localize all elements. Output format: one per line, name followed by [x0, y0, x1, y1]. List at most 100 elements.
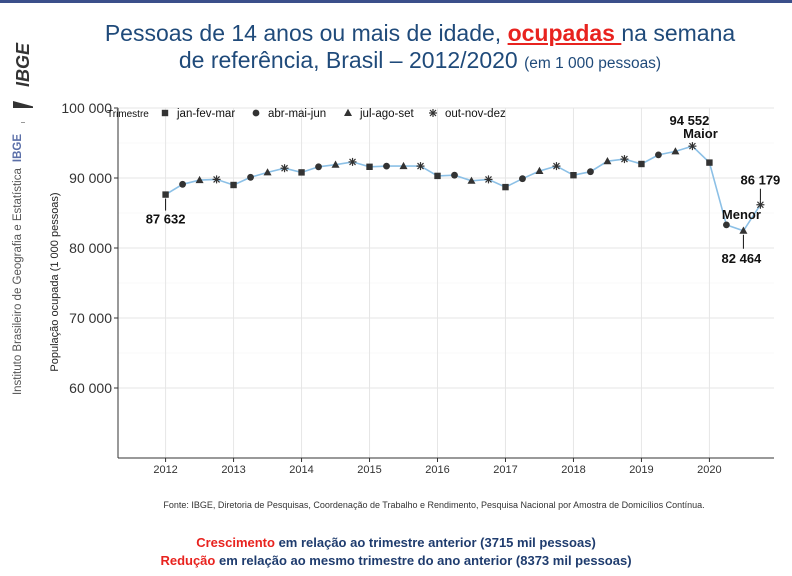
footer-reduction: Redução em relação ao mesmo trimestre do… [0, 553, 792, 568]
page-title: Pessoas de 14 anos ou mais de idade, ocu… [60, 20, 780, 77]
sidebar-divider [21, 122, 25, 123]
source-note: Fonte: IBGE, Diretoria de Pesquisas, Coo… [163, 500, 704, 510]
annotation-first-value: 87 632 [146, 212, 186, 227]
data-point [366, 163, 373, 170]
x-tick-label: 2015 [357, 464, 381, 476]
data-point [195, 175, 204, 184]
asterisk-stroke [281, 164, 288, 172]
reduction-text: em relação ao mesmo trimestre do ano ant… [215, 553, 632, 568]
asterisk-stroke [621, 155, 628, 163]
data-point [416, 162, 425, 171]
data-point [434, 172, 441, 180]
reduction-label: Redução [160, 553, 216, 568]
data-point [179, 180, 186, 188]
x-tick-label: 2013 [221, 464, 245, 476]
ibge-logo-text: IBGE [13, 42, 33, 87]
asterisk-stroke [429, 109, 437, 117]
data-point [739, 226, 748, 234]
data-point [247, 173, 254, 181]
legend-label: jan-fev-mar [176, 108, 235, 120]
asterisk-stroke [756, 201, 764, 209]
x-tick-label: 2018 [561, 464, 585, 476]
annotation-min-label: Menor [722, 207, 761, 222]
growth-text: em relação ao trimestre anterior (3715 m… [274, 535, 596, 550]
legend-label: abr-mai-jun [268, 108, 326, 120]
data-point [162, 191, 169, 198]
data-point [706, 159, 713, 166]
legend: Trimestre jan-fev-mar abr-mai-jun jul-ago-s… [107, 108, 506, 120]
title-line2: de referência, Brasil – 2012/2020 [178, 47, 525, 73]
x-tick-label: 2019 [629, 464, 653, 476]
data-point [620, 155, 629, 164]
data-point [655, 151, 662, 159]
data-point [383, 162, 390, 170]
data-point [280, 164, 289, 173]
y-tick-label: 90 000 [69, 170, 112, 186]
x-tick-label: 2016 [425, 464, 449, 476]
data-point [638, 160, 645, 168]
data-point [230, 181, 237, 189]
top-accent-line [0, 0, 792, 3]
legend-title: Trimestre [107, 109, 149, 120]
annotation-min-value: 82 464 [722, 251, 763, 266]
legend-marker [161, 109, 169, 117]
x-tick-label: 2017 [493, 464, 517, 476]
data-point [570, 172, 577, 179]
series [162, 142, 765, 234]
annotation-last-value: 86 179 [741, 173, 781, 188]
grid [118, 107, 774, 458]
y-tick-label: 70 000 [69, 310, 112, 326]
data-point [519, 175, 526, 183]
asterisk-stroke [553, 162, 560, 170]
data-point [688, 142, 697, 151]
x-tick-label: 2020 [697, 464, 721, 476]
data-point [315, 163, 322, 171]
data-point [331, 160, 340, 168]
asterisk-stroke [213, 175, 220, 183]
x-tick-label: 2012 [153, 464, 177, 476]
sidebar: IBGE Instituto Brasileiro de Geografia e… [0, 0, 44, 576]
data-point [451, 171, 458, 179]
title-line1-start: Pessoas de 14 anos ou mais de idade, [104, 20, 508, 46]
legend-label: out-nov-dez [445, 108, 506, 120]
title-line1-end: na semana [621, 20, 736, 46]
data-point [552, 162, 561, 171]
data-point [723, 221, 730, 229]
data-point [467, 176, 476, 184]
title-highlight: ocupadas [507, 20, 622, 46]
asterisk-stroke [689, 142, 696, 150]
legend-marker [252, 109, 260, 117]
data-point [484, 175, 493, 184]
title-unit: (em 1 000 pessoas) [524, 55, 662, 72]
data-point [535, 166, 544, 174]
data-point [212, 175, 221, 184]
annotation-max-value: 94 552 [670, 113, 710, 128]
data-point [348, 157, 357, 166]
legend-marker [429, 109, 437, 117]
y-axis-label: População ocupada (1 000 pessoas) [49, 192, 61, 371]
data-point [603, 157, 612, 165]
asterisk-stroke [417, 162, 424, 170]
axes: 60 000 70 000 80 000 90 000 100 000 2012 2013 2… [61, 100, 774, 476]
data-point [587, 168, 594, 176]
x-tick-label: 2014 [289, 464, 313, 476]
data-point [399, 161, 408, 170]
data-point [502, 183, 509, 191]
data-point [298, 169, 305, 176]
footer-growth: Crescimento em relação ao trimestre ante… [0, 535, 792, 550]
y-tick-label: 60 000 [69, 380, 112, 396]
y-tick-label: 80 000 [69, 240, 112, 256]
legend-marker [344, 108, 352, 116]
annotation-max-label: Maior [683, 126, 718, 141]
data-point [263, 168, 272, 176]
legend-label: jul-ago-set [359, 108, 414, 120]
asterisk-stroke [349, 158, 356, 166]
data-point [756, 200, 765, 209]
y-tick-label: 100 000 [61, 100, 112, 116]
data-point [671, 147, 680, 155]
growth-label: Crescimento [196, 535, 275, 550]
ibge-logo: IBGE [13, 42, 33, 108]
asterisk-stroke [485, 175, 492, 183]
